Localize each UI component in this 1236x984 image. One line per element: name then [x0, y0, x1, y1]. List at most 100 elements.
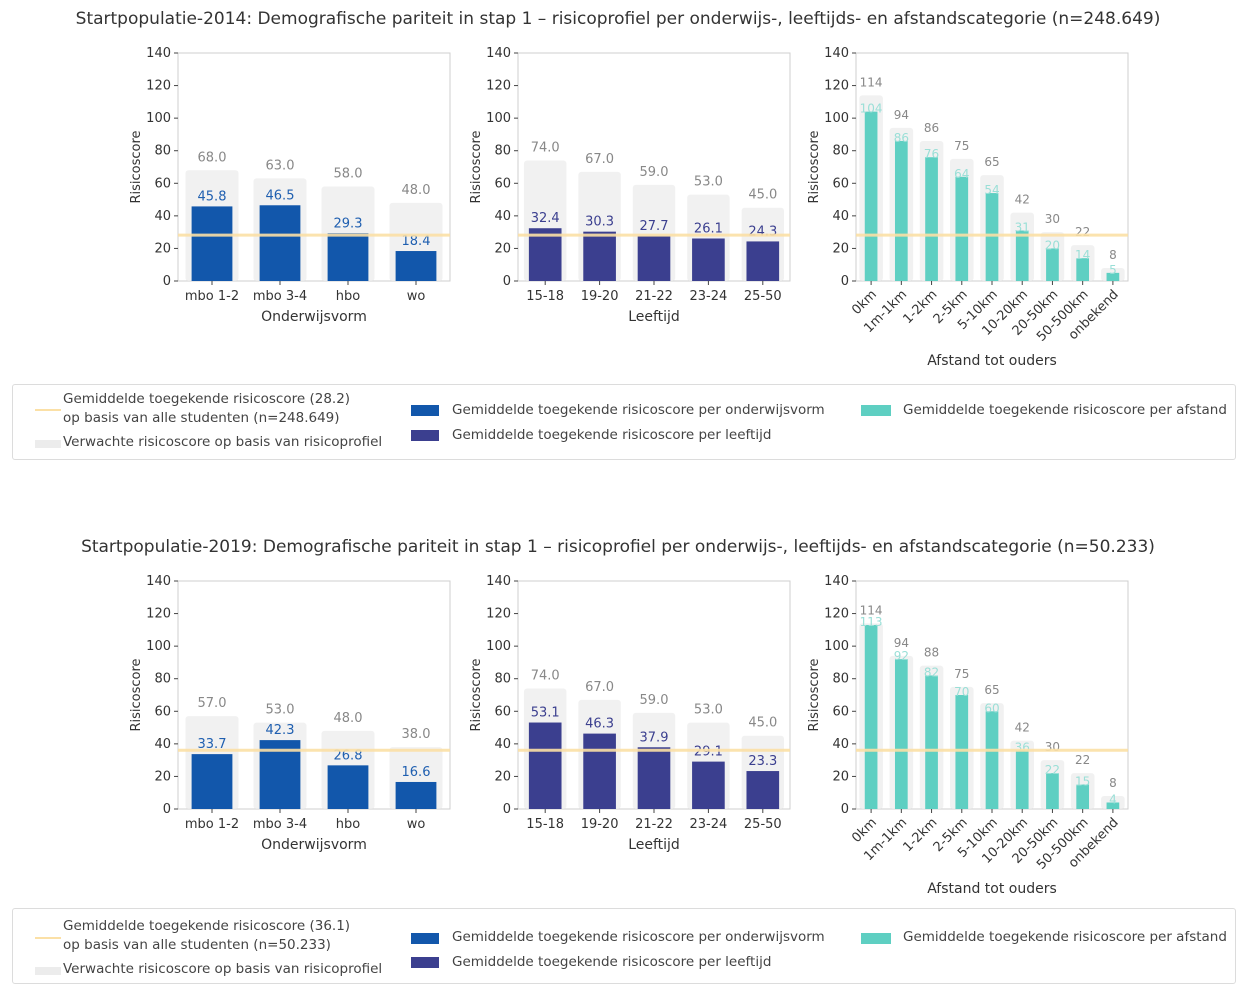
y-tick-label: 20 [832, 241, 849, 256]
education-swatch [411, 405, 439, 416]
actual-bar [985, 711, 999, 809]
legend-education-label: Gemiddelde toegekende risicoscore per on… [452, 402, 825, 418]
actual-value-label: 32.4 [531, 211, 560, 226]
y-tick-label: 140 [486, 46, 511, 61]
actual-value-label: 24.3 [748, 224, 777, 239]
distance-swatch [861, 933, 891, 944]
y-tick-label: 20 [494, 769, 511, 784]
x-axis-label: Leeftijd [628, 309, 680, 325]
y-tick-label: 20 [154, 241, 171, 256]
actual-bar [259, 205, 301, 281]
expected-value-label: 68.0 [198, 150, 227, 165]
y-tick-label: 100 [486, 111, 511, 126]
expected-value-label: 58.0 [334, 167, 363, 182]
y-tick-label: 0 [503, 274, 511, 289]
actual-value-label: 36 [1015, 740, 1030, 754]
y-tick-label: 100 [146, 111, 171, 126]
expected-value-label: 67.0 [585, 680, 614, 695]
actual-bar [1046, 773, 1059, 809]
legend-2014: Gemiddelde toegekende risicoscore (28.2)… [12, 384, 1236, 460]
legend-expected-label: Verwachte risicoscore op basis van risic… [63, 434, 383, 450]
actual-bar [692, 761, 725, 809]
y-tick-label: 140 [146, 574, 171, 589]
x-axis-label: Onderwijsvorm [261, 309, 367, 325]
expected-value-label: 63.0 [266, 158, 295, 173]
x-tick-label: wo [407, 817, 426, 832]
figure-title-2014: Startpopulatie-2014: Demografische parit… [75, 9, 1161, 29]
y-tick-label: 120 [824, 607, 849, 622]
y-tick-label: 140 [486, 574, 511, 589]
legend-expected-label: Verwachte risicoscore op basis van risic… [63, 961, 383, 977]
x-axis-label: Afstand tot ouders [927, 353, 1057, 369]
expected-value-label: 38.0 [402, 727, 431, 742]
expected-value-label: 88 [924, 646, 939, 660]
legend-average-label: Gemiddelde toegekende risicoscore (36.1)… [63, 918, 351, 953]
y-tick-label: 80 [832, 144, 849, 159]
expected-value-label: 48.0 [402, 183, 431, 198]
legend-2019: Gemiddelde toegekende risicoscore (36.1)… [12, 908, 1236, 984]
plot-frame [177, 52, 451, 282]
legend-average-label: Gemiddelde toegekende risicoscore (28.2)… [63, 391, 351, 426]
y-tick-label: 60 [832, 704, 849, 719]
expected-value-label: 53.0 [694, 175, 723, 190]
actual-value-label: 54 [984, 183, 999, 197]
actual-value-label: 5 [1109, 263, 1117, 277]
actual-bar [692, 238, 725, 281]
expected-value-label: 75 [954, 139, 969, 153]
expected-value-label: 65 [984, 683, 999, 697]
legend-education-label: Gemiddelde toegekende risicoscore per on… [452, 929, 825, 945]
expected-value-label: 114 [860, 75, 883, 89]
expected-value-label: 114 [860, 603, 883, 617]
actual-bar [395, 251, 437, 281]
age-swatch [411, 430, 439, 441]
expected-value-label: 65 [984, 155, 999, 169]
actual-bar [1106, 272, 1120, 281]
y-tick-label: 40 [832, 209, 849, 224]
actual-value-label: 33.7 [198, 737, 227, 752]
actual-value-label: 27.7 [640, 219, 669, 234]
expected-swatch [35, 967, 61, 975]
distance-swatch [861, 405, 891, 416]
actual-value-label: 15 [1075, 775, 1090, 789]
y-tick-label: 100 [824, 639, 849, 654]
y-tick-label: 60 [494, 704, 511, 719]
actual-bar [746, 241, 780, 281]
expected-value-label: 48.0 [334, 711, 363, 726]
legend-distance-label: Gemiddelde toegekende risicoscore per af… [903, 402, 1227, 418]
chart-distance-2019: 020406080100120140Risicoscore1141130km94… [807, 574, 1129, 897]
figure-title-2019: Startpopulatie-2019: Demografische parit… [81, 537, 1155, 557]
actual-bar [894, 659, 908, 809]
actual-bar [327, 765, 369, 809]
y-tick-label: 0 [163, 274, 171, 289]
y-tick-label: 0 [841, 802, 849, 817]
y-tick-label: 140 [146, 46, 171, 61]
y-tick-label: 120 [824, 79, 849, 94]
y-tick-label: 40 [832, 737, 849, 752]
y-axis-label: Risicoscore [129, 130, 144, 203]
actual-value-label: 113 [860, 615, 883, 629]
x-tick-label: 19-20 [581, 817, 619, 832]
actual-bar [528, 228, 562, 281]
actual-value-label: 16.6 [402, 765, 431, 780]
actual-bar [925, 157, 938, 281]
actual-bar [1015, 750, 1029, 809]
actual-value-label: 18.4 [402, 234, 431, 249]
expected-value-label: 74.0 [531, 140, 560, 155]
actual-value-label: 104 [860, 102, 883, 116]
actual-value-label: 29.3 [334, 216, 363, 231]
expected-value-label: 22 [1075, 753, 1090, 767]
expected-value-label: 30 [1045, 212, 1060, 226]
actual-bar [1076, 784, 1090, 809]
expected-value-label: 8 [1109, 248, 1117, 262]
actual-value-label: 45.8 [198, 189, 227, 204]
legend-distance-label: Gemiddelde toegekende risicoscore per af… [903, 929, 1227, 945]
actual-bar [925, 675, 938, 809]
y-tick-label: 40 [154, 209, 171, 224]
y-tick-label: 20 [494, 241, 511, 256]
y-tick-label: 60 [832, 176, 849, 191]
y-tick-label: 100 [146, 639, 171, 654]
actual-value-label: 37.9 [640, 730, 669, 745]
x-tick-label: mbo 3-4 [253, 289, 307, 304]
y-tick-label: 80 [494, 672, 511, 687]
expected-value-label: 86 [924, 121, 939, 135]
